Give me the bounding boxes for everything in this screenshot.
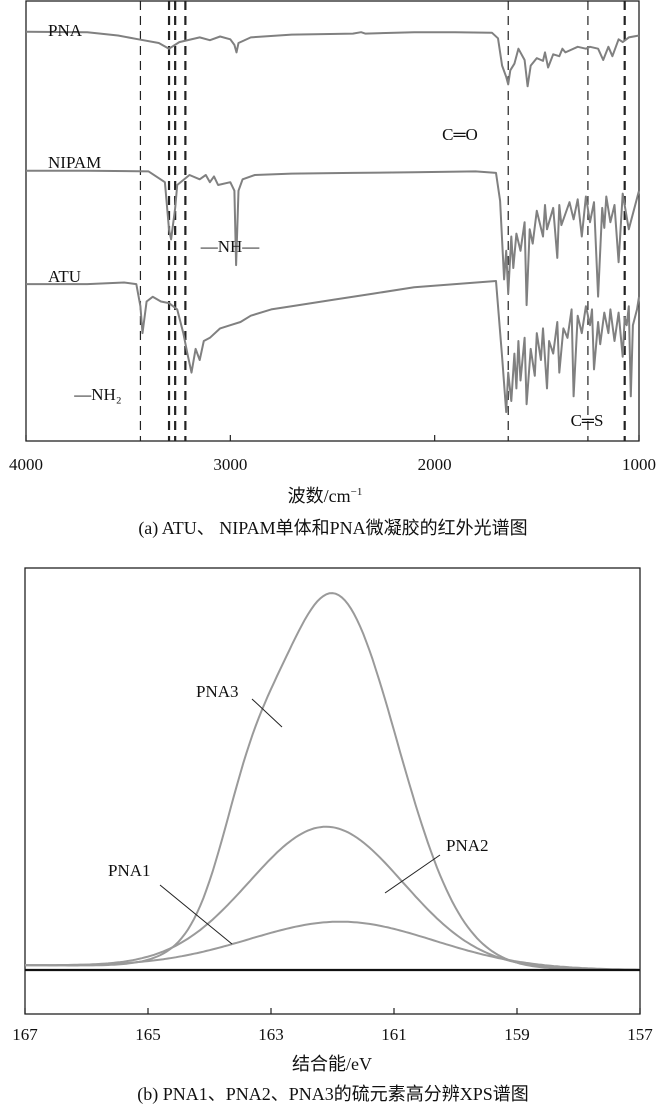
ir-annotation-c-s: C═S bbox=[571, 411, 604, 430]
ir-x-axis-title-superscript: −1 bbox=[351, 486, 363, 498]
xps-spectrum-panel: PNA3 PNA2 PNA1 167 165 163 161 159 157 结合能/eV (… bbox=[12, 567, 653, 1105]
xps-series-labels: PNA3 PNA2 PNA1 bbox=[108, 682, 489, 945]
xps-curves bbox=[25, 592, 641, 971]
ir-traces bbox=[25, 30, 640, 414]
xps-x-ticks: 167 165 163 161 159 157 bbox=[12, 1008, 653, 1044]
xps-x-tick-label-157: 157 bbox=[627, 1025, 653, 1044]
xps-curve-pna3 bbox=[25, 592, 640, 971]
xps-x-tick-label-161: 161 bbox=[381, 1025, 407, 1044]
xps-label-pna2: PNA2 bbox=[446, 836, 489, 855]
ir-x-tick-label-1000: 1000 bbox=[622, 455, 656, 474]
xps-curve-pna2 bbox=[25, 825, 641, 971]
xps-x-tick-label-167: 167 bbox=[12, 1025, 38, 1044]
xps-leader-pna1 bbox=[159, 884, 233, 945]
xps-label-pna3: PNA3 bbox=[196, 682, 239, 701]
ir-x-tick-label-3000: 3000 bbox=[213, 455, 247, 474]
xps-caption: (b) PNA1、PNA2、PNA3的硫元素高分辨XPS谱图 bbox=[137, 1084, 529, 1105]
xps-plot-frame bbox=[24, 567, 641, 1015]
ir-annotations: C═O —NH— —NH₂ C═S bbox=[73, 125, 603, 430]
ir-trace-pna bbox=[25, 30, 640, 88]
xps-label-pna1: PNA1 bbox=[108, 861, 151, 880]
xps-curve-pna1 bbox=[25, 920, 641, 971]
ir-x-tick-label-2000: 2000 bbox=[418, 455, 452, 474]
ir-trace-atu bbox=[26, 280, 640, 414]
xps-x-tick-label-163: 163 bbox=[258, 1025, 284, 1044]
ir-x-ticks: 4000 3000 2000 1000 bbox=[9, 435, 656, 474]
ir-x-tick-label-4000: 4000 bbox=[9, 455, 43, 474]
ir-annotation-nh: —NH— bbox=[200, 237, 261, 256]
ir-series-labels: PNA NIPAM ATU bbox=[48, 21, 101, 286]
xps-x-tick-label-159: 159 bbox=[504, 1025, 530, 1044]
ir-reference-lines bbox=[139, 1, 626, 441]
ir-x-axis-title: 波数/cm−1 bbox=[288, 486, 363, 506]
ir-caption: (a) ATU、 NIPAM单体和PNA微凝胶的红外光谱图 bbox=[138, 518, 527, 539]
xps-leader-pna3 bbox=[251, 698, 283, 728]
ir-trace-nipam bbox=[26, 169, 640, 307]
ir-x-axis-title-main: 波数/cm bbox=[288, 486, 351, 506]
ir-series-label-atu: ATU bbox=[48, 267, 81, 286]
xps-x-axis-title: 结合能/eV bbox=[292, 1054, 372, 1074]
ir-annotation-c-o: C═O bbox=[442, 125, 478, 144]
ir-series-label-pna: PNA bbox=[48, 21, 83, 40]
ir-annotation-nh: —NH₂ bbox=[73, 385, 121, 404]
xps-leader-pna2 bbox=[384, 854, 441, 894]
ir-spectrum-panel: PNA NIPAM ATU C═O —NH— —NH₂ C═S 4000 3000 2000 1… bbox=[9, 0, 656, 539]
ir-series-label-nipam: NIPAM bbox=[48, 153, 101, 172]
ir-plot-frame bbox=[25, 0, 640, 442]
xps-x-tick-label-165: 165 bbox=[135, 1025, 161, 1044]
